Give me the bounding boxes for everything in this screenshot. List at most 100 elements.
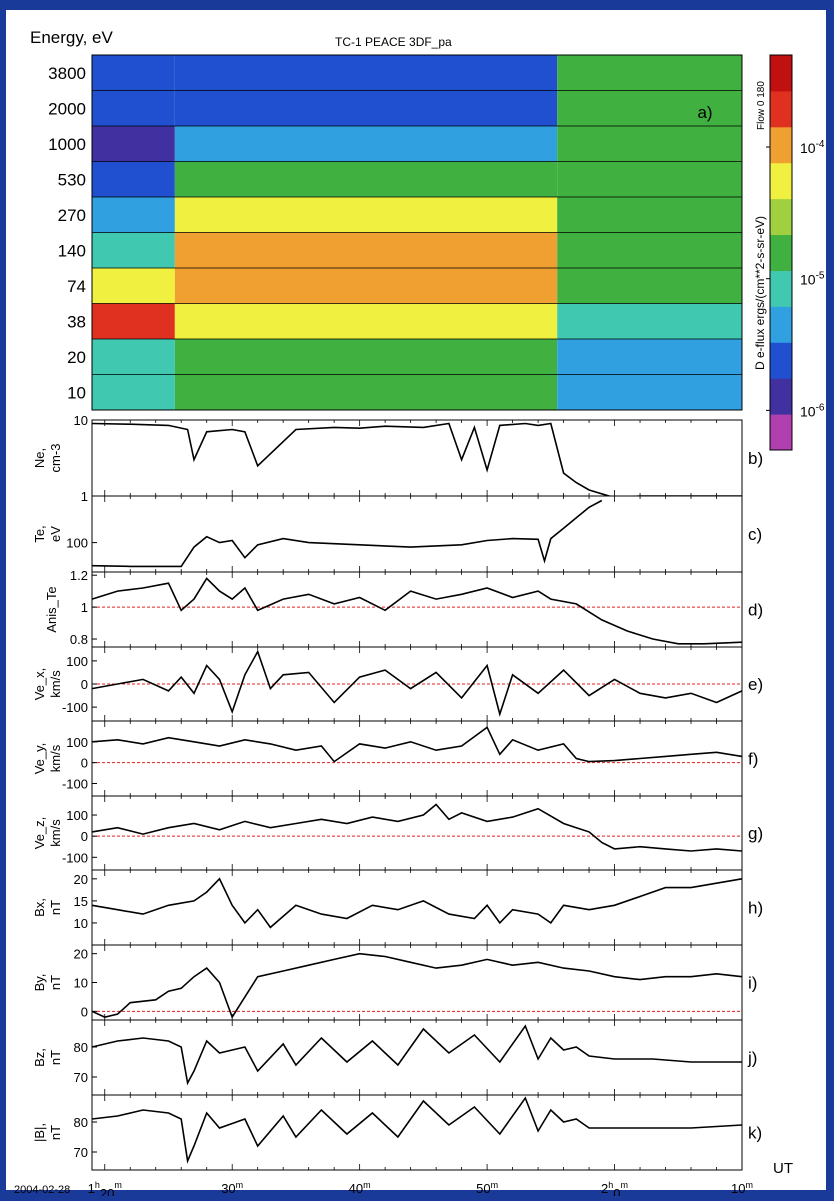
y-tick-label: 20: [74, 872, 88, 887]
panel-label-c: c): [748, 525, 762, 544]
data-line-c: [91, 499, 603, 568]
energy-tick-label: 140: [58, 241, 86, 260]
panel-label-i: i): [748, 974, 757, 993]
data-line-k: [91, 1096, 743, 1164]
x-tick-label: 30m: [221, 1180, 243, 1196]
x-tick-label: 2h0m: [601, 1180, 628, 1196]
y-tick-label: 100: [66, 654, 88, 669]
colorbar-tick-label: 10-5: [800, 271, 825, 288]
y-tick-label: 0: [81, 1004, 88, 1019]
y-tick-label: 70: [74, 1070, 88, 1085]
colorbar-segment: [770, 90, 792, 128]
panel-label-f: f): [748, 750, 758, 769]
spectrogram-cell: [174, 339, 558, 375]
y-axis-label-c: eV: [48, 526, 63, 542]
data-line-b: [91, 422, 742, 499]
y-tick-label: 0.8: [70, 632, 88, 647]
energy-tick-label: 270: [58, 206, 86, 225]
colorbar-segment: [770, 234, 792, 271]
spectrogram-cell: [92, 55, 175, 91]
y-tick-label: 1.2: [70, 568, 88, 583]
y-tick-label: 0: [81, 677, 88, 692]
colorbar-segment: [770, 414, 792, 451]
panel-frame-h: [91, 869, 743, 946]
data-line-j: [91, 1024, 742, 1086]
y-tick-label: 80: [74, 1040, 88, 1055]
x-axis-unit-label: UT: [773, 1160, 793, 1177]
panel-frame-b: [91, 419, 743, 497]
colorbar-tick-label: 10-6: [800, 402, 825, 419]
energy-axis-label: Energy, eV: [30, 28, 114, 47]
y-axis-label-d: Anis_Te: [44, 586, 59, 632]
panel-label-e: e): [748, 675, 763, 694]
y-axis-label-b: cm-3: [48, 444, 63, 473]
spectrogram-frame: [91, 54, 743, 411]
y-tick-label: 70: [74, 1145, 88, 1160]
spectrogram-cell: [92, 339, 175, 375]
panel-label-d: d): [748, 601, 763, 620]
y-tick-label: -100: [62, 777, 88, 792]
spectrogram-cell: [557, 339, 742, 375]
spectrogram-cell: [92, 232, 175, 269]
y-tick-label: 100: [66, 735, 88, 750]
energy-tick-label: 530: [58, 170, 86, 189]
y-tick-label: 1: [81, 489, 88, 504]
y-axis-label-e: km/s: [48, 670, 63, 698]
energy-tick-label: 3800: [48, 64, 86, 83]
y-axis-label-f: Ve_y,: [32, 743, 47, 775]
spectrogram-cell: [174, 268, 558, 304]
panel-frame-c: [91, 495, 743, 573]
colorbar-segment: [770, 378, 792, 415]
spectrogram-cell: [174, 232, 558, 269]
y-tick-label: 20: [74, 947, 88, 962]
spectrogram-cell: [557, 303, 742, 340]
y-tick-label: 15: [74, 894, 88, 909]
colorbar-segment: [770, 306, 792, 343]
data-line-e: [91, 649, 743, 717]
spectrogram-cell: [92, 126, 175, 162]
energy-tick-label: 10: [67, 383, 86, 402]
y-tick-label: 80: [74, 1115, 88, 1130]
x-tick-label: 40m: [349, 1180, 371, 1196]
y-axis-label-c: Te,: [32, 525, 47, 542]
spectrogram-cell: [174, 161, 558, 198]
y-tick-label: -100: [62, 850, 88, 865]
spectrogram-cell: [92, 374, 175, 411]
spectrogram-cell: [92, 197, 175, 233]
spectrogram-cell: [557, 90, 742, 127]
data-line-d: [91, 577, 743, 645]
y-axis-label-j: Bz,: [32, 1048, 47, 1067]
y-axis-label-h: nT: [48, 900, 63, 915]
colorbar-label: D e-flux ergs/(cm**2-s-sr-eV): [753, 216, 767, 370]
y-axis-label-b: Ne,: [32, 448, 47, 468]
data-line-h: [91, 877, 743, 929]
colorbar-segment: [770, 162, 792, 200]
y-axis-label-h: Bx,: [32, 898, 47, 917]
spectrogram-cell: [174, 374, 558, 411]
data-line-f: [91, 726, 743, 763]
y-tick-label: 1: [81, 600, 88, 615]
spectrogram-cell: [174, 55, 558, 91]
energy-tick-label: 2000: [48, 99, 86, 118]
y-axis-label-i: nT: [48, 975, 63, 990]
y-tick-label: 100: [66, 808, 88, 823]
y-tick-label: 0: [81, 756, 88, 771]
y-axis-label-g: km/s: [48, 819, 63, 847]
panel-label-a: a): [697, 103, 712, 122]
panel-label-b: b): [748, 449, 763, 468]
y-tick-label: 10: [74, 976, 88, 991]
data-line-i: [91, 952, 743, 1019]
spectrogram-cell: [92, 303, 175, 340]
colorbar-segment: [770, 198, 792, 236]
panel-label-h: h): [748, 899, 763, 918]
x-tick-label: 10m: [731, 1180, 753, 1196]
panel-frame-d: [91, 571, 743, 648]
spectrogram-cell: [174, 90, 558, 127]
x-tick-label: 50m: [476, 1180, 498, 1196]
energy-tick-label: 38: [67, 312, 86, 331]
y-tick-label: 10: [74, 916, 88, 931]
y-axis-label-g: Ve_z,: [32, 817, 47, 850]
